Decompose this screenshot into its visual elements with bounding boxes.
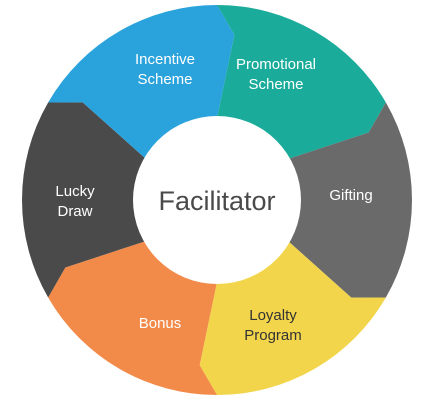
segment-bonus <box>48 241 217 395</box>
segment-promotional-label-line2: Scheme <box>248 76 303 93</box>
segment-loyalty-label-line2: Program <box>244 327 302 344</box>
segment-gifting-label-group: Gifting <box>329 187 372 204</box>
segment-incentive <box>48 5 235 159</box>
center-label: Facilitator <box>158 186 275 216</box>
segment-lucky-label-line1: Lucky <box>55 183 95 200</box>
segment-promotional <box>217 5 386 159</box>
segment-loyalty-label-group: Loyalty Program <box>244 307 302 344</box>
segment-bonus-label-group: Bonus <box>139 315 182 332</box>
segment-incentive-label-line1: Incentive <box>135 51 195 68</box>
segment-lucky-label-group: Lucky Draw <box>55 183 95 220</box>
segment-lucky <box>22 102 146 298</box>
segment-bonus-label: Bonus <box>139 315 182 332</box>
ring-segments <box>22 5 412 395</box>
segment-loyalty <box>199 241 386 395</box>
segment-gifting-label: Gifting <box>329 187 372 204</box>
segment-incentive-label-line2: Scheme <box>137 71 192 88</box>
segment-incentive-label-group: Incentive Scheme <box>135 51 195 88</box>
center-hub <box>133 116 301 284</box>
segment-promotional-label-group: Promotional Scheme <box>236 56 316 93</box>
segment-lucky-label-line2: Draw <box>57 203 92 220</box>
segment-promotional-label-line1: Promotional <box>236 56 316 73</box>
segment-loyalty-label-line1: Loyalty <box>249 307 297 324</box>
segment-gifting <box>288 102 412 298</box>
